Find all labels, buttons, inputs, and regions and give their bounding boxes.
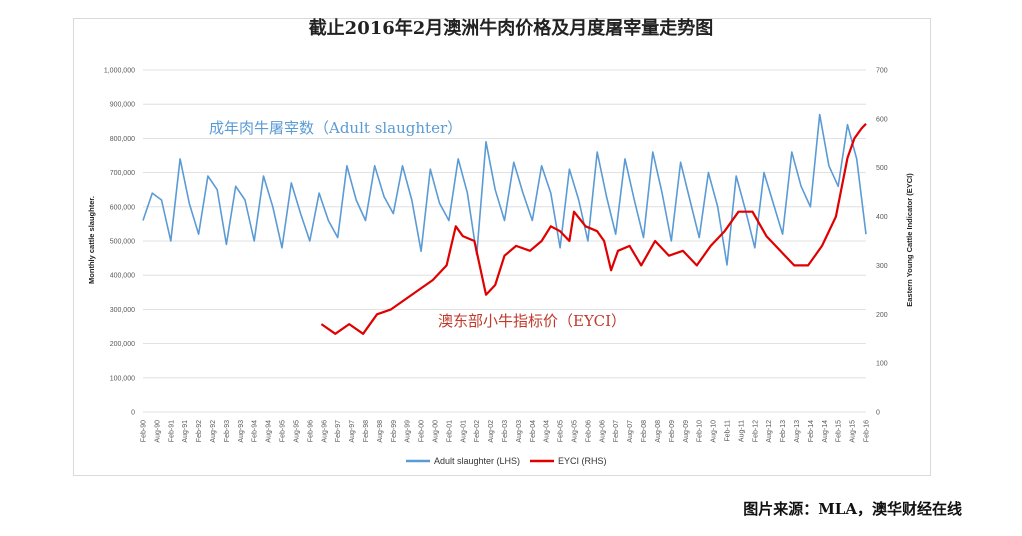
- x-tick-label: Feb-91: [168, 420, 175, 442]
- left-tick-label: 800,000: [110, 136, 135, 143]
- x-tick-label: Feb-01: [446, 420, 453, 442]
- x-axis-ticks: Feb-90 Aug-90 Feb-91 Aug-91 Feb-92 Aug-92 Feb-…: [141, 420, 871, 443]
- left-tick-label: 1,000,000: [104, 68, 135, 75]
- right-tick-label: 100: [876, 361, 888, 368]
- x-tick-label: Feb-94: [252, 420, 259, 442]
- x-tick-label: Aug-96: [321, 420, 328, 443]
- x-tick-label: Aug-90: [154, 420, 161, 443]
- x-tick-label: Aug-02: [488, 420, 495, 443]
- x-tick-label: Aug-97: [349, 420, 356, 443]
- left-tick-label: 900,000: [110, 102, 135, 109]
- chart-title: 截止2016年2月澳洲牛肉价格及月度屠宰量走势图: [308, 18, 714, 39]
- x-tick-label: Feb-12: [752, 420, 759, 442]
- left-axis-label: Monthly cattle slaughter.: [87, 196, 96, 284]
- x-tick-label: Aug-04: [544, 420, 551, 443]
- legend: Adult slaughter (LHS) EYCI (RHS): [406, 456, 607, 466]
- x-tick-label: Aug-12: [766, 420, 773, 443]
- x-tick-label: Aug-07: [627, 420, 634, 443]
- left-tick-label: 200,000: [110, 341, 135, 348]
- series-line-slaughter: [142, 113, 867, 266]
- right-axis-label: Eastern Young Cattle Indicator (EYCI): [905, 173, 914, 307]
- x-tick-label: Aug-91: [182, 420, 189, 443]
- x-tick-label: Aug-09: [683, 420, 690, 443]
- x-tick-label: Aug-05: [572, 420, 579, 443]
- x-tick-label: Feb-98: [363, 420, 370, 442]
- x-tick-label: Feb-13: [780, 420, 787, 442]
- x-tick-label: Feb-00: [419, 420, 426, 442]
- legend-label-eyci: EYCI (RHS): [558, 456, 607, 466]
- x-tick-label: Feb-93: [224, 420, 231, 442]
- series-lines: [142, 113, 867, 335]
- right-tick-label: 500: [876, 165, 888, 172]
- x-tick-label: Feb-96: [307, 420, 314, 442]
- x-tick-label: Feb-06: [585, 420, 592, 442]
- x-tick-label: Feb-95: [280, 420, 287, 442]
- x-tick-label: Aug-10: [711, 420, 718, 443]
- eyci-annotation: 澳东部小牛指标价（EYCI）: [438, 312, 626, 330]
- x-tick-label: Aug-92: [210, 420, 217, 443]
- x-tick-label: Aug-00: [432, 420, 439, 443]
- x-tick-label: Feb-08: [641, 420, 648, 442]
- x-tick-label: Aug-01: [460, 420, 467, 443]
- x-tick-label: Aug-15: [850, 420, 857, 443]
- x-tick-label: Aug-11: [738, 420, 745, 442]
- left-tick-label: 400,000: [110, 273, 135, 280]
- right-tick-label: 700: [876, 68, 888, 75]
- x-tick-label: Aug-93: [238, 420, 245, 443]
- right-tick-label: 300: [876, 263, 888, 270]
- x-tick-label: Aug-94: [266, 420, 273, 443]
- left-tick-label: 500,000: [110, 239, 135, 246]
- x-tick-label: Feb-02: [474, 420, 481, 442]
- series-line-eyci: [320, 122, 867, 335]
- x-tick-label: Aug-98: [377, 420, 384, 443]
- x-tick-label: Aug-08: [655, 420, 662, 443]
- x-tick-label: Feb-90: [141, 420, 148, 442]
- x-tick-label: Aug-13: [794, 420, 801, 443]
- x-tick-label: Feb-97: [335, 420, 342, 442]
- slaughter-annotation: 成年肉牛屠宰数（Adult slaughter）: [209, 119, 462, 137]
- x-tick-label: Aug-06: [599, 420, 606, 443]
- x-tick-label: Aug-95: [293, 420, 300, 443]
- right-tick-label: 200: [876, 312, 888, 319]
- gridlines: [143, 69, 866, 413]
- x-tick-label: Feb-10: [697, 420, 704, 442]
- right-tick-label: 0: [876, 410, 880, 417]
- left-tick-label: 300,000: [110, 307, 135, 314]
- x-tick-label: Feb-03: [502, 420, 509, 442]
- x-tick-label: Feb-09: [669, 420, 676, 442]
- x-tick-label: Aug-14: [822, 420, 829, 443]
- x-tick-label: Feb-04: [530, 420, 537, 442]
- left-tick-label: 0: [131, 410, 135, 417]
- x-tick-label: Aug-99: [405, 420, 412, 443]
- left-tick-label: 700,000: [110, 170, 135, 177]
- left-tick-label: 600,000: [110, 204, 135, 211]
- right-tick-label: 400: [876, 214, 888, 221]
- x-tick-label: Feb-16: [864, 420, 871, 442]
- legend-label-slaughter: Adult slaughter (LHS): [434, 456, 520, 466]
- left-tick-label: 100,000: [110, 375, 135, 382]
- x-tick-label: Feb-92: [196, 420, 203, 442]
- x-tick-label: Feb-14: [808, 420, 815, 442]
- x-tick-label: Aug-03: [516, 420, 523, 443]
- x-tick-label: Feb-11: [724, 420, 731, 442]
- x-tick-label: Feb-99: [391, 420, 398, 442]
- x-tick-label: Feb-07: [613, 420, 620, 442]
- chart-frame: [73, 18, 931, 476]
- x-tick-label: Feb-15: [836, 420, 843, 442]
- left-axis-ticks: 0 100,000 200,000 300,000 400,000 500,000 600,…: [104, 68, 135, 417]
- right-axis-ticks: 0 100 200 300 400 500 600 700: [876, 68, 888, 417]
- x-tick-label: Feb-05: [558, 420, 565, 442]
- source-credit: 图片来源：MLA，澳华财经在线: [743, 500, 962, 518]
- right-tick-label: 600: [876, 116, 888, 123]
